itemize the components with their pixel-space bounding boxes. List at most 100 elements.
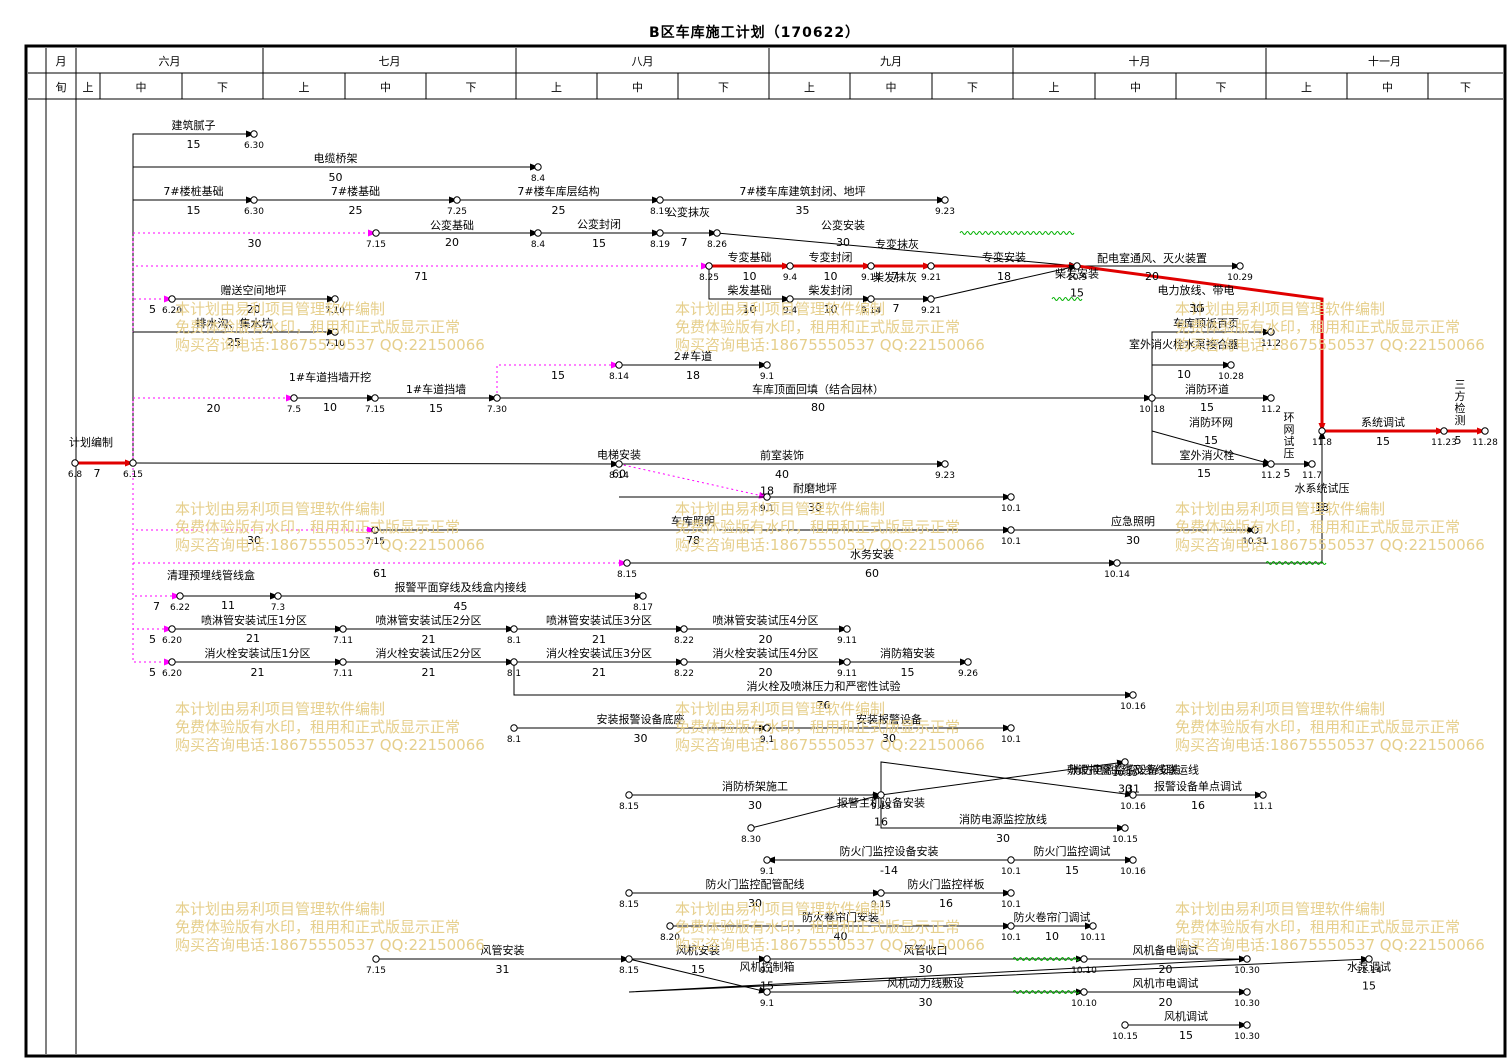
activity-name: 1#车道挡墙开挖 [289, 370, 371, 384]
event-node [1129, 691, 1137, 699]
event-date: 7.15 [365, 405, 385, 415]
event-date: 10.9 [1067, 273, 1087, 283]
activity-name: 排水沟、集水坑 [196, 316, 273, 330]
activity-name: 消防环道 [1185, 382, 1229, 396]
activity-duration: 18 [760, 485, 774, 498]
event-node [1007, 922, 1015, 930]
activity-duration: 10 [1045, 930, 1059, 943]
activity-duration: 30 [1189, 302, 1203, 315]
activity-duration: 21 [422, 633, 436, 646]
event-date: 8.1 [507, 669, 521, 679]
event-node [927, 295, 935, 303]
activity-duration: 10 [1177, 368, 1191, 381]
activity-arrow [496, 361, 620, 398]
activity-name: 公変封闭 [577, 217, 621, 231]
activity-duration: 7 [892, 270, 899, 283]
event-date: 9.26 [958, 669, 978, 679]
event-node [763, 955, 771, 963]
activity-name: 防火卷帘门调试 [1014, 910, 1091, 924]
event-node [615, 460, 623, 468]
event-date: 11.1 [1253, 802, 1273, 812]
dekad-label: 中 [886, 81, 897, 94]
activity-name: 消火栓安装试压4分区 [713, 646, 819, 660]
event-date: 9.11 [837, 636, 857, 646]
event-date: 8.22 [674, 636, 694, 646]
activity-arrow [513, 662, 1134, 699]
activity-name: 防火门监控配管配线 [706, 877, 805, 891]
event-node [625, 955, 633, 963]
event-node [1440, 427, 1448, 435]
event-date: 8.25 [699, 273, 719, 283]
activity-duration: 7 [153, 600, 160, 613]
activity-name: 风管收口 [904, 943, 948, 957]
activity-name: 风机控制箱 [740, 960, 795, 974]
event-node [534, 229, 542, 237]
event-date: 7.15 [366, 966, 386, 976]
activity-duration: 30 [1126, 534, 1140, 547]
dekad-label: 中 [1382, 81, 1393, 94]
activity-arrow [132, 460, 620, 468]
activity-duration: 15 [1191, 302, 1205, 315]
activity-duration: 40 [834, 930, 848, 943]
free-float-segment [1012, 990, 1080, 994]
activity-duration: 11 [221, 599, 235, 612]
activity-name: 消火栓安装试压3分区 [546, 646, 652, 660]
dekad-label: 上 [1049, 81, 1060, 94]
dekad-label: 上 [83, 81, 94, 94]
activity-arrow [132, 463, 376, 534]
activity-duration: 15 [429, 402, 443, 415]
activity-arrows [75, 130, 1486, 1029]
event-node [339, 658, 347, 666]
event-date: 7.15 [365, 537, 385, 547]
activity-name: 水务安装 [850, 547, 894, 561]
event-date: 6.22 [170, 603, 190, 613]
event-node [1089, 922, 1097, 930]
activity-name: 电缆桥架 [314, 152, 358, 165]
activity-arrow [132, 295, 173, 463]
event-node [867, 295, 875, 303]
activity-duration: 5 [1284, 467, 1291, 480]
activity-name: 电梯安装 [597, 448, 641, 462]
event-date: 10.31 [1242, 537, 1268, 547]
activity-name: 公変基础 [430, 218, 474, 232]
activity-duration: 76 [817, 699, 831, 712]
dekad-label: 中 [136, 81, 147, 94]
event-node [510, 625, 518, 633]
activity-duration: 16 [1191, 799, 1205, 812]
activity-arrow [880, 759, 1126, 796]
event-node [250, 196, 258, 204]
event-node [941, 196, 949, 204]
month-label: 十一月 [1368, 54, 1401, 68]
event-node [843, 625, 851, 633]
event-date: 8.4 [531, 240, 546, 250]
event-date: 8.26 [707, 240, 727, 250]
event-node [168, 295, 176, 303]
event-node [176, 592, 184, 600]
event-date: 10.16 [1120, 702, 1146, 712]
event-date: 8.22 [674, 669, 694, 679]
activity-duration: 21 [422, 666, 436, 679]
activity-name: 水系统试压 [1295, 482, 1350, 495]
activity-name: 7#楼桩基础 [163, 184, 223, 198]
activity-name: 风机动力线敷设 [887, 976, 964, 990]
event-node [1259, 791, 1267, 799]
month-row-label: 月 [56, 55, 67, 68]
event-node [1251, 526, 1259, 534]
activity-duration: 15 [1376, 435, 1390, 448]
event-node [763, 856, 771, 864]
event-date: 9.1 [760, 372, 774, 382]
event-date: 11.2 [1261, 339, 1281, 349]
event-node [1236, 262, 1244, 270]
event-date: 8.14 [609, 372, 629, 382]
activity-name: 三方检测 [1455, 378, 1466, 427]
event-node [1227, 361, 1235, 369]
activity-duration: 30 [808, 501, 822, 514]
activity-duration: 10 [824, 303, 838, 316]
event-date: 10.11 [1080, 933, 1106, 943]
event-nodes: 6.8 6.15 6.30 8.4 6.30 7.25 8.19 9.23 7.15 8.4 8.1… [68, 130, 1498, 1042]
event-node [713, 229, 721, 237]
event-date: 10.29 [1227, 273, 1253, 283]
event-date: 8.15 [619, 802, 639, 812]
event-node [656, 229, 664, 237]
activity-duration: 5 [149, 303, 156, 316]
